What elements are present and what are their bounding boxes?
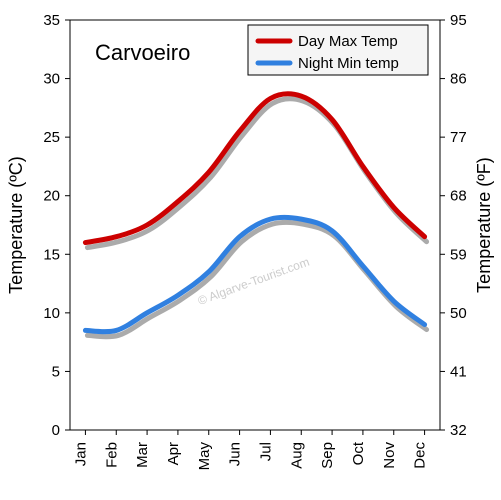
y-right-tick-label: 95	[450, 12, 467, 29]
y-left-tick-label: 35	[43, 12, 60, 29]
chart-svg: 0 5 10 15 20 25 30 35 32 41 50 59 68 77 86 95 Jan Feb Mar A…	[0, 0, 501, 500]
x-tick-label: Apr	[165, 442, 182, 465]
y-left-tick-label: 10	[43, 305, 60, 322]
y-left-tick-label: 5	[52, 363, 60, 380]
x-tick-label: Dec	[412, 442, 429, 469]
x-tick-label: Mar	[134, 442, 151, 468]
y-right-tick-label: 77	[450, 129, 467, 146]
y-right-tick-label: 41	[450, 363, 467, 380]
y-left-tick-label: 15	[43, 246, 60, 263]
y-left-tick-label: 20	[43, 188, 60, 205]
y-left-tick-label: 25	[43, 129, 60, 146]
y-right-tick-label: 50	[450, 305, 467, 322]
x-tick-label: Jul	[257, 442, 274, 461]
y-right-tick-label: 86	[450, 71, 467, 88]
y-left-tick-label: 30	[43, 71, 60, 88]
y-left-tick-label: 0	[52, 422, 60, 439]
x-tick-label: Sep	[319, 442, 336, 469]
x-tick-label: Nov	[381, 442, 398, 469]
y-right-tick-label: 32	[450, 422, 467, 439]
x-tick-label: Feb	[103, 442, 120, 468]
legend-label: Night Min temp	[298, 55, 399, 72]
x-tick-label: Jan	[72, 442, 89, 466]
legend-label: Day Max Temp	[298, 33, 398, 50]
x-tick-label: Jun	[227, 442, 244, 466]
temperature-chart: 0 5 10 15 20 25 30 35 32 41 50 59 68 77 86 95 Jan Feb Mar A…	[0, 0, 501, 500]
x-tick-label: Aug	[288, 442, 305, 469]
y-right-label: Temperature (ºF)	[474, 157, 494, 293]
y-left-label: Temperature (ºC)	[6, 156, 26, 294]
y-right-tick-label: 59	[450, 246, 467, 263]
x-tick-label: Oct	[350, 441, 367, 465]
chart-title: Carvoeiro	[95, 40, 190, 65]
x-tick-label: May	[196, 442, 213, 471]
y-right-tick-label: 68	[450, 188, 467, 205]
